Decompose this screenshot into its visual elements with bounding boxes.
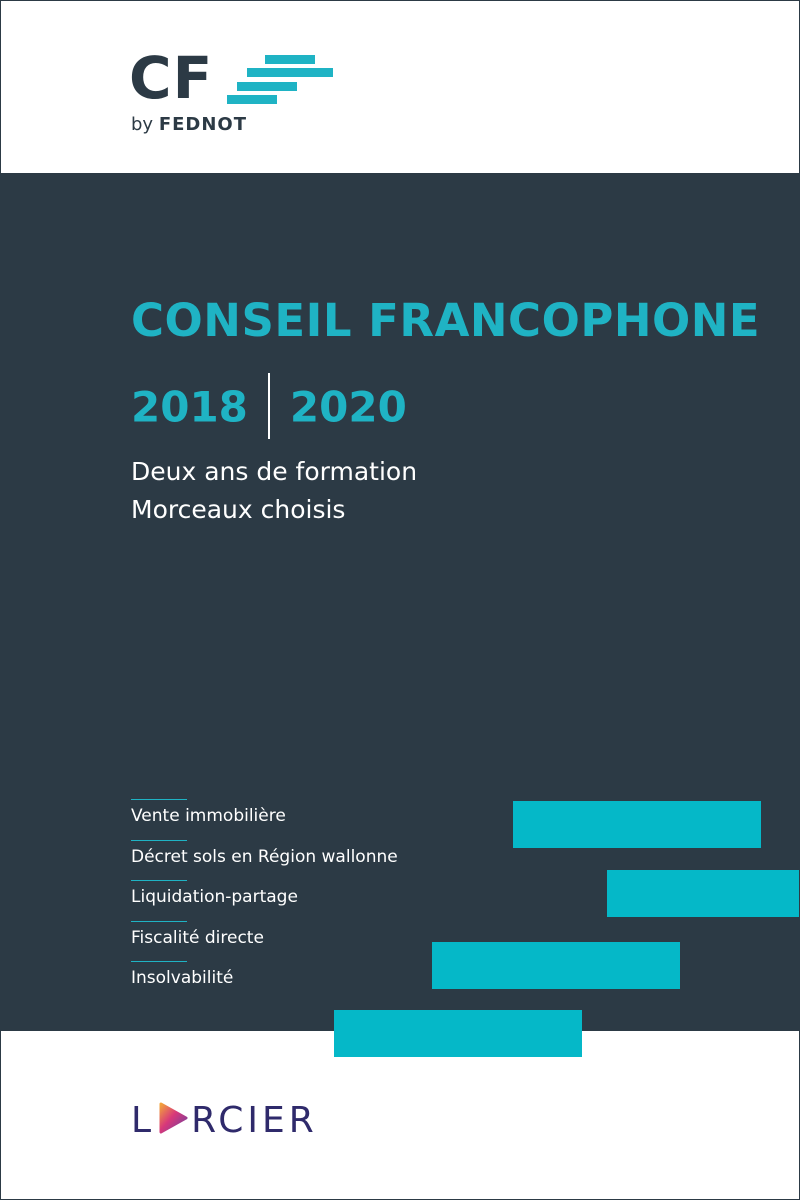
year-separator <box>267 373 270 439</box>
topic-label: Décret sols en Région wallonne <box>131 846 398 867</box>
topic-item: Vente immobilière <box>131 799 451 840</box>
decorative-bar <box>432 942 680 989</box>
logo-dash <box>237 82 297 91</box>
topic-rule <box>131 920 187 922</box>
topic-label: Insolvabilité <box>131 968 234 988</box>
logo-byline: by FEDNOT <box>131 115 247 135</box>
logo-dash <box>265 55 315 64</box>
decorative-bar <box>513 801 761 848</box>
year-start: 2018 <box>131 382 248 432</box>
topic-rule <box>131 880 187 881</box>
larcier-post: RCIER <box>191 1100 318 1141</box>
cf-letters: CF <box>129 44 214 112</box>
larcier-logo: L RCIER <box>131 1099 318 1143</box>
cover-subtitle: Deux ans de formation Morceaux choisis <box>131 453 417 529</box>
topic-item: Fiscalité directe <box>131 920 451 962</box>
topic-item: Liquidation-partage <box>131 880 451 921</box>
topic-rule <box>131 839 187 841</box>
cover-title: CONSEIL FRANCOPHONE <box>131 294 761 347</box>
logo-dash <box>247 68 333 77</box>
topic-rule <box>131 799 187 800</box>
cover-years: 2018 2020 <box>131 373 407 443</box>
subtitle-line: Deux ans de formation <box>131 457 418 486</box>
topic-item: Insolvabilité <box>131 961 451 1002</box>
larcier-pre: L <box>131 1100 156 1141</box>
topic-list: Vente immobilière Décret sols en Région … <box>131 799 451 1002</box>
cf-fednot-logo: CF by FEDNOT <box>129 49 349 139</box>
decorative-bar <box>334 1010 582 1057</box>
logo-dash <box>227 95 277 104</box>
play-triangle-icon <box>159 1102 188 1134</box>
logo-by: by <box>131 114 154 135</box>
topic-rule <box>131 961 187 962</box>
year-end: 2020 <box>289 382 407 432</box>
subtitle-line: Morceaux choisis <box>131 495 346 524</box>
topic-label: Liquidation-partage <box>131 887 298 907</box>
topic-label: Fiscalité directe <box>131 927 264 948</box>
decorative-bar <box>607 870 799 917</box>
topic-label: Vente immobilière <box>131 806 286 826</box>
topic-item: Décret sols en Région wallonne <box>131 839 451 881</box>
logo-brand: FEDNOT <box>158 114 247 135</box>
